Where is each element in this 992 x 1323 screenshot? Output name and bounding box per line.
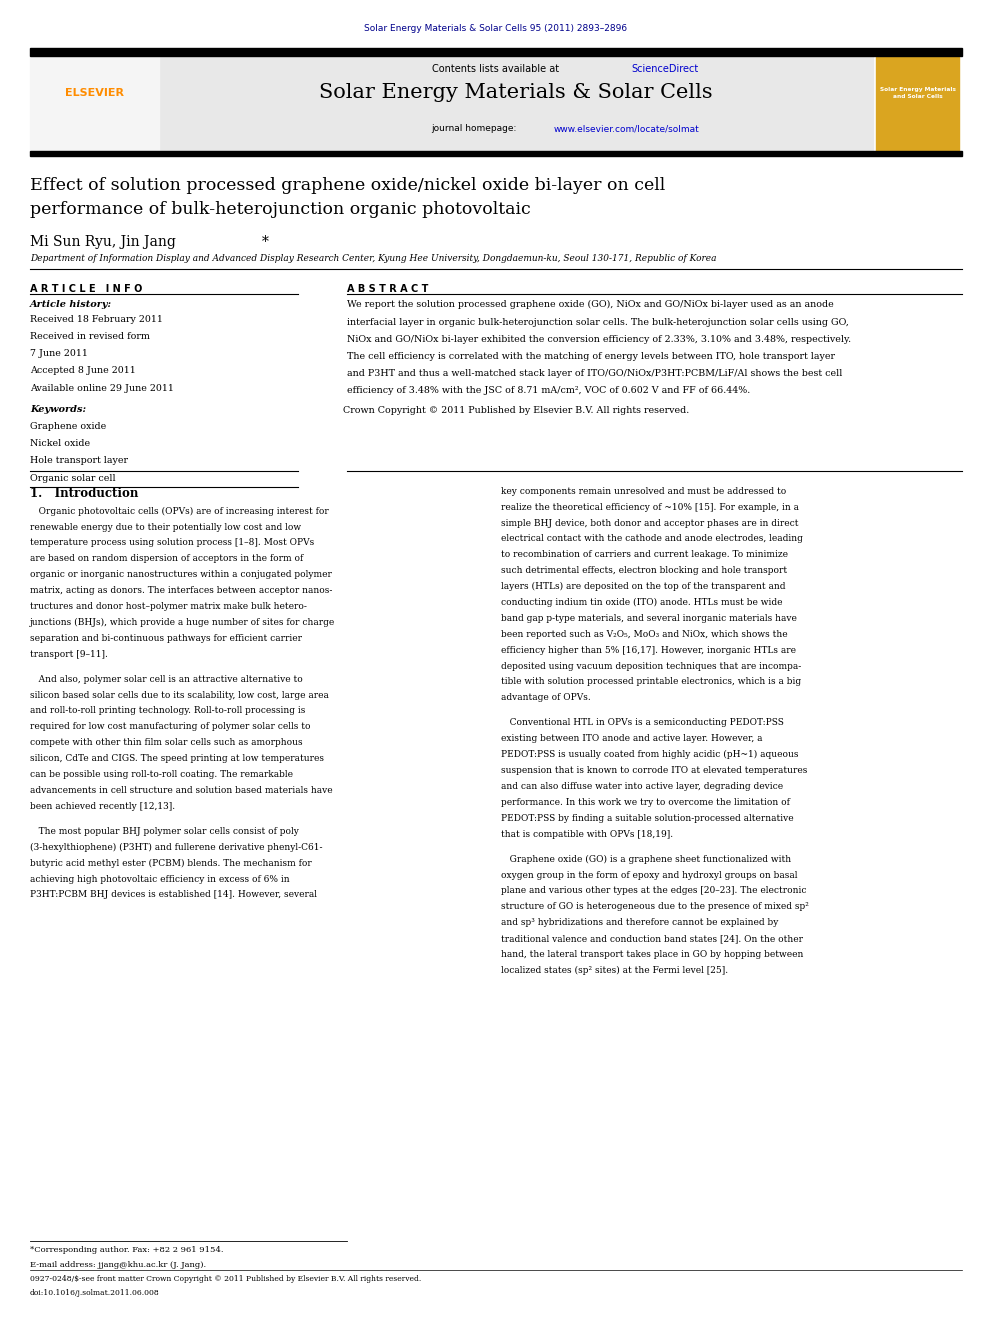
Text: Solar Energy Materials
and Solar Cells: Solar Energy Materials and Solar Cells <box>880 87 955 98</box>
Text: Department of Information Display and Advanced Display Research Center, Kyung He: Department of Information Display and Ad… <box>30 254 716 263</box>
Text: to recombination of carriers and current leakage. To minimize: to recombination of carriers and current… <box>501 550 788 560</box>
Text: A B S T R A C T: A B S T R A C T <box>347 284 429 295</box>
Text: www.elsevier.com/locate/solmat: www.elsevier.com/locate/solmat <box>554 124 699 134</box>
Text: efficiency higher than 5% [16,17]. However, inorganic HTLs are: efficiency higher than 5% [16,17]. Howev… <box>501 646 796 655</box>
Text: butyric acid methyl ester (PCBM) blends. The mechanism for: butyric acid methyl ester (PCBM) blends.… <box>30 859 311 868</box>
Text: oxygen group in the form of epoxy and hydroxyl groups on basal: oxygen group in the form of epoxy and hy… <box>501 871 798 880</box>
Text: 1.   Introduction: 1. Introduction <box>30 487 138 500</box>
Text: Conventional HTL in OPVs is a semiconducting PEDOT:PSS: Conventional HTL in OPVs is a semiconduc… <box>501 718 784 728</box>
Text: P3HT:PCBM BHJ devices is established [14]. However, several: P3HT:PCBM BHJ devices is established [14… <box>30 890 316 900</box>
Text: Received 18 February 2011: Received 18 February 2011 <box>30 315 163 324</box>
Text: junctions (BHJs), which provide a huge number of sites for charge: junctions (BHJs), which provide a huge n… <box>30 618 335 627</box>
Text: interfacial layer in organic bulk-heterojunction solar cells. The bulk-heterojun: interfacial layer in organic bulk-hetero… <box>347 318 849 327</box>
Text: hand, the lateral transport takes place in GO by hopping between: hand, the lateral transport takes place … <box>501 950 804 959</box>
Text: band gap p-type materials, and several inorganic materials have: band gap p-type materials, and several i… <box>501 614 797 623</box>
Text: A R T I C L E   I N F O: A R T I C L E I N F O <box>30 284 142 295</box>
Text: *Corresponding author. Fax: +82 2 961 9154.: *Corresponding author. Fax: +82 2 961 91… <box>30 1246 223 1254</box>
Bar <box>159 57 873 152</box>
Text: been achieved recently [12,13].: been achieved recently [12,13]. <box>30 802 175 811</box>
Text: advancements in cell structure and solution based materials have: advancements in cell structure and solut… <box>30 786 332 795</box>
Text: that is compatible with OPVs [18,19].: that is compatible with OPVs [18,19]. <box>501 830 674 839</box>
Text: and roll-to-roll printing technology. Roll-to-roll processing is: and roll-to-roll printing technology. Ro… <box>30 706 306 716</box>
Text: journal homepage:: journal homepage: <box>432 124 520 134</box>
Text: simple BHJ device, both donor and acceptor phases are in direct: simple BHJ device, both donor and accept… <box>501 519 799 528</box>
Text: 7 June 2011: 7 June 2011 <box>30 349 87 359</box>
Text: Organic solar cell: Organic solar cell <box>30 474 115 483</box>
Text: traditional valence and conduction band states [24]. On the other: traditional valence and conduction band … <box>501 934 803 943</box>
Bar <box>30 151 962 156</box>
Text: deposited using vacuum deposition techniques that are incompa-: deposited using vacuum deposition techni… <box>501 662 802 671</box>
Text: compete with other thin film solar cells such as amorphous: compete with other thin film solar cells… <box>30 738 303 747</box>
Text: E-mail address: jjang@khu.ac.kr (J. Jang).: E-mail address: jjang@khu.ac.kr (J. Jang… <box>30 1261 206 1269</box>
Bar <box>30 57 159 152</box>
Text: The most popular BHJ polymer solar cells consist of poly: The most popular BHJ polymer solar cells… <box>30 827 299 836</box>
Text: doi:10.1016/j.solmat.2011.06.008: doi:10.1016/j.solmat.2011.06.008 <box>30 1289 160 1297</box>
Text: PEDOT:PSS by finding a suitable solution-processed alternative: PEDOT:PSS by finding a suitable solution… <box>501 814 794 823</box>
Bar <box>30 48 962 56</box>
Text: The cell efficiency is correlated with the matching of energy levels between ITO: The cell efficiency is correlated with t… <box>347 352 835 361</box>
Text: NiOx and GO/NiOx bi-layer exhibited the conversion efficiency of 2.33%, 3.10% an: NiOx and GO/NiOx bi-layer exhibited the … <box>347 335 851 344</box>
Text: required for low cost manufacturing of polymer solar cells to: required for low cost manufacturing of p… <box>30 722 310 732</box>
Text: ELSEVIER: ELSEVIER <box>64 87 124 98</box>
Text: 0927-0248/$-see front matter Crown Copyright © 2011 Published by Elsevier B.V. A: 0927-0248/$-see front matter Crown Copyr… <box>30 1275 421 1283</box>
Text: Crown Copyright © 2011 Published by Elsevier B.V. All rights reserved.: Crown Copyright © 2011 Published by Else… <box>342 406 689 415</box>
Text: such detrimental effects, electron blocking and hole transport: such detrimental effects, electron block… <box>501 566 787 576</box>
Text: tible with solution processed printable electronics, which is a big: tible with solution processed printable … <box>501 677 802 687</box>
Text: existing between ITO anode and active layer. However, a: existing between ITO anode and active la… <box>501 734 763 744</box>
Text: plane and various other types at the edges [20–23]. The electronic: plane and various other types at the edg… <box>501 886 806 896</box>
Text: organic or inorganic nanostructures within a conjugated polymer: organic or inorganic nanostructures with… <box>30 570 331 579</box>
Text: tructures and donor host–polymer matrix make bulk hetero-: tructures and donor host–polymer matrix … <box>30 602 307 611</box>
Text: Hole transport layer: Hole transport layer <box>30 456 128 466</box>
Text: suspension that is known to corrode ITO at elevated temperatures: suspension that is known to corrode ITO … <box>501 766 807 775</box>
Text: and can also diffuse water into active layer, degrading device: and can also diffuse water into active l… <box>501 782 783 791</box>
Text: Keywords:: Keywords: <box>30 405 86 414</box>
Text: (3-hexylthiophene) (P3HT) and fullerene derivative phenyl-C61-: (3-hexylthiophene) (P3HT) and fullerene … <box>30 843 322 852</box>
Text: transport [9–11].: transport [9–11]. <box>30 650 108 659</box>
Text: electrical contact with the cathode and anode electrodes, leading: electrical contact with the cathode and … <box>501 534 803 544</box>
Text: and P3HT and thus a well-matched stack layer of ITO/GO/NiOx/P3HT:PCBM/LiF/Al sho: and P3HT and thus a well-matched stack l… <box>347 369 842 378</box>
Text: been reported such as V₂O₅, MoO₃ and NiOx, which shows the: been reported such as V₂O₅, MoO₃ and NiO… <box>501 630 788 639</box>
Text: PEDOT:PSS is usually coated from highly acidic (pH~1) aqueous: PEDOT:PSS is usually coated from highly … <box>501 750 799 759</box>
Text: Graphene oxide: Graphene oxide <box>30 422 106 431</box>
Text: Received in revised form: Received in revised form <box>30 332 150 341</box>
Text: are based on random dispersion of acceptors in the form of: are based on random dispersion of accept… <box>30 554 303 564</box>
Text: Available online 29 June 2011: Available online 29 June 2011 <box>30 384 174 393</box>
Text: Graphene oxide (GO) is a graphene sheet functionalized with: Graphene oxide (GO) is a graphene sheet … <box>501 855 791 864</box>
Text: *: * <box>262 235 269 250</box>
Text: key components remain unresolved and must be addressed to: key components remain unresolved and mus… <box>501 487 787 496</box>
Text: localized states (sp² sites) at the Fermi level [25].: localized states (sp² sites) at the Ferm… <box>501 966 728 975</box>
Text: silicon, CdTe and CIGS. The speed printing at low temperatures: silicon, CdTe and CIGS. The speed printi… <box>30 754 323 763</box>
Text: matrix, acting as donors. The interfaces between acceptor nanos-: matrix, acting as donors. The interfaces… <box>30 586 332 595</box>
Text: structure of GO is heterogeneous due to the presence of mixed sp²: structure of GO is heterogeneous due to … <box>501 902 808 912</box>
Bar <box>876 57 959 152</box>
Text: silicon based solar cells due to its scalability, low cost, large area: silicon based solar cells due to its sca… <box>30 691 328 700</box>
Text: ScienceDirect: ScienceDirect <box>631 64 698 74</box>
Text: performance. In this work we try to overcome the limitation of: performance. In this work we try to over… <box>501 798 790 807</box>
Text: and sp³ hybridizations and therefore cannot be explained by: and sp³ hybridizations and therefore can… <box>501 918 779 927</box>
Text: Contents lists available at: Contents lists available at <box>432 64 561 74</box>
Text: renewable energy due to their potentially low cost and low: renewable energy due to their potentiall… <box>30 523 301 532</box>
Text: efficiency of 3.48% with the JSC of 8.71 mA/cm², VOC of 0.602 V and FF of 66.44%: efficiency of 3.48% with the JSC of 8.71… <box>347 386 751 396</box>
Text: advantage of OPVs.: advantage of OPVs. <box>501 693 590 703</box>
Text: conducting indium tin oxide (ITO) anode. HTLs must be wide: conducting indium tin oxide (ITO) anode.… <box>501 598 783 607</box>
Text: realize the theoretical efficiency of ~10% [15]. For example, in a: realize the theoretical efficiency of ~1… <box>501 503 799 512</box>
Text: achieving high photovoltaic efficiency in excess of 6% in: achieving high photovoltaic efficiency i… <box>30 875 290 884</box>
Text: Accepted 8 June 2011: Accepted 8 June 2011 <box>30 366 136 376</box>
Text: And also, polymer solar cell is an attractive alternative to: And also, polymer solar cell is an attra… <box>30 675 303 684</box>
Text: layers (HTLs) are deposited on the top of the transparent and: layers (HTLs) are deposited on the top o… <box>501 582 786 591</box>
Text: Solar Energy Materials & Solar Cells 95 (2011) 2893–2896: Solar Energy Materials & Solar Cells 95 … <box>364 24 628 33</box>
Text: temperature process using solution process [1–8]. Most OPVs: temperature process using solution proce… <box>30 538 314 548</box>
Text: We report the solution processed graphene oxide (GO), NiOx and GO/NiOx bi-layer : We report the solution processed graphen… <box>347 300 834 310</box>
Text: Nickel oxide: Nickel oxide <box>30 439 90 448</box>
Text: Effect of solution processed graphene oxide/nickel oxide bi-layer on cell
perfor: Effect of solution processed graphene ox… <box>30 177 665 218</box>
Text: Solar Energy Materials & Solar Cells: Solar Energy Materials & Solar Cells <box>319 83 712 102</box>
Text: Article history:: Article history: <box>30 300 112 310</box>
Text: can be possible using roll-to-roll coating. The remarkable: can be possible using roll-to-roll coati… <box>30 770 293 779</box>
Text: Mi Sun Ryu, Jin Jang: Mi Sun Ryu, Jin Jang <box>30 235 176 250</box>
Text: separation and bi-continuous pathways for efficient carrier: separation and bi-continuous pathways fo… <box>30 634 302 643</box>
Text: Organic photovoltaic cells (OPVs) are of increasing interest for: Organic photovoltaic cells (OPVs) are of… <box>30 507 328 516</box>
